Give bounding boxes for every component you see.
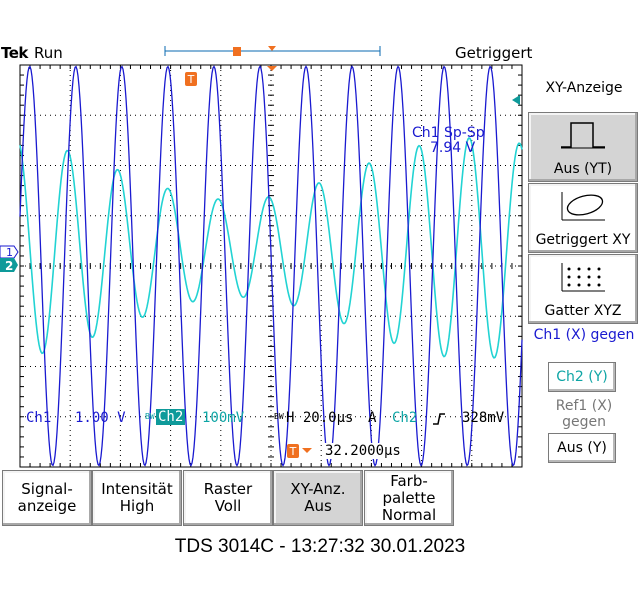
record-position-bar	[164, 46, 381, 56]
trigger-position: 32.2000µs	[324, 443, 402, 459]
bandwidth-prefix: BW	[274, 412, 284, 421]
status-bar: Tek Run Getriggert	[0, 40, 640, 64]
ch1-label: Ch1	[26, 410, 52, 426]
triggered-xy-button[interactable]: Getriggert XY	[528, 183, 638, 253]
trigger-level: 328mV	[462, 410, 505, 426]
xy-off-yt-label: Aus (YT)	[553, 161, 613, 177]
ch1-x-against-label: Ch1 (X) gegen	[533, 327, 635, 343]
xy-off-yt-button[interactable]: Aus (YT)	[528, 112, 638, 182]
color-palette-button[interactable]: Farb- palette Normal	[364, 470, 454, 526]
svg-text:T: T	[187, 73, 195, 86]
rising-edge-icon	[433, 413, 445, 425]
brand-logo: Tek	[1, 44, 28, 62]
graticule-button[interactable]: Raster Voll	[183, 470, 273, 526]
triggered-xy-label: Getriggert XY	[535, 232, 631, 248]
svg-text:T: T	[289, 445, 297, 458]
ch2-bw-prefix: BW	[145, 412, 155, 421]
trigger-time-marker	[185, 72, 197, 86]
ref1-y-value-box[interactable]: Aus (Y)	[548, 433, 616, 463]
trigger-state: Getriggert	[455, 44, 533, 62]
trigger-position-marker	[287, 444, 299, 458]
ch1-y-value-box[interactable]: Ch2 (Y)	[548, 362, 616, 392]
gated-xyz-button[interactable]: Gatter XYZ	[528, 254, 638, 324]
trigger-source: Ch2	[392, 410, 418, 426]
ch1-waveform	[19, 65, 523, 467]
ch2-ground-marker: 2	[0, 258, 18, 273]
intensity-button[interactable]: Intensität High	[92, 470, 182, 526]
run-state: Run	[34, 44, 63, 62]
measurement-label: Ch1 Sp-Sp	[412, 125, 485, 141]
square-wave-icon	[561, 122, 605, 149]
ch1-ground-marker: 1	[0, 245, 19, 259]
ch2-label: Ch2	[156, 409, 186, 425]
xy-display-button[interactable]: XY-Anz. Aus	[273, 470, 363, 526]
waveform-display-button[interactable]: Signal- anzeige	[2, 470, 92, 526]
svg-text:1: 1	[6, 246, 13, 259]
trigger-point-marker	[267, 66, 277, 71]
trigger-mode: A	[368, 410, 377, 426]
ch2-scale: 100mV	[202, 410, 245, 426]
ch2-waveform	[19, 137, 523, 359]
trigger-level-marker	[512, 95, 520, 105]
ref1-x-against-label: Ref1 (X) gegen	[555, 398, 613, 430]
svg-text:2: 2	[5, 259, 13, 273]
measurement-value: 7.94 V	[430, 140, 476, 156]
ch1-scale: 1.00 V	[75, 410, 126, 426]
footer-caption: TDS 3014C - 13:27:32 30.01.2023	[174, 536, 466, 557]
horizontal-scale: H 20.0µs	[286, 410, 354, 426]
gated-xyz-label: Gatter XYZ	[544, 303, 622, 319]
dot-grid-icon	[561, 263, 605, 292]
side-menu-title: XY-Anzeige	[545, 80, 623, 96]
ellipse-icon	[561, 192, 605, 221]
